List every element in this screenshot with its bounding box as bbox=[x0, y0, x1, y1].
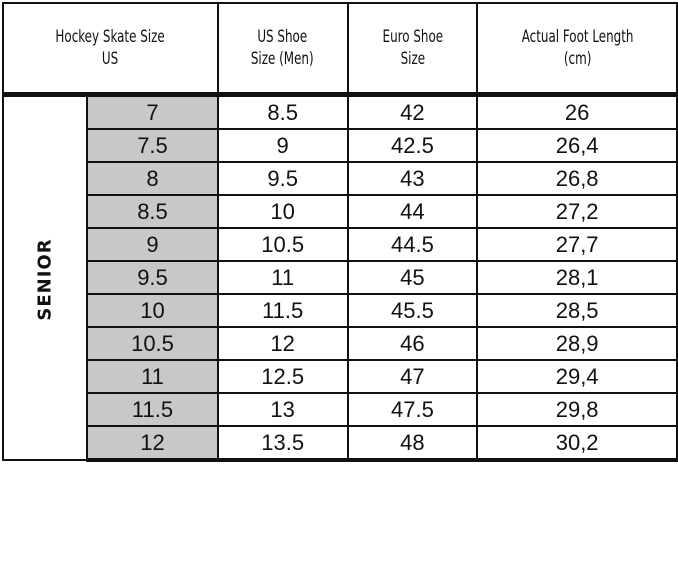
skate-size-cell: 8 bbox=[86, 161, 219, 196]
foot-length-cell: 28,1 bbox=[476, 260, 678, 295]
skate-size-cell: 9 bbox=[86, 227, 219, 262]
us-shoe-cell: 8.5 bbox=[216, 93, 349, 130]
foot-length-cell: 26,8 bbox=[476, 161, 678, 196]
us-shoe-cell: 10.5 bbox=[216, 227, 349, 262]
us-shoe-cell: 11.5 bbox=[216, 293, 349, 328]
table-row: 12 13.5 48 30,2 bbox=[3, 425, 678, 462]
header-euro-shoe-line2: Size bbox=[400, 49, 425, 69]
us-shoe-cell: 9.5 bbox=[216, 161, 349, 196]
table-row: 8 9.5 43 26,8 bbox=[3, 161, 678, 196]
us-shoe-cell: 13 bbox=[216, 392, 349, 427]
category-label: SENIOR bbox=[34, 238, 56, 321]
table-row: 11.5 13 47.5 29,8 bbox=[3, 392, 678, 427]
table-row: 10 11.5 45.5 28,5 bbox=[3, 293, 678, 328]
euro-shoe-cell: 44 bbox=[346, 194, 479, 229]
table-row: 8.5 10 44 27,2 bbox=[3, 194, 678, 229]
header-foot-length-line1: Actual Foot Length bbox=[521, 27, 633, 47]
header-foot-length-line2: (cm) bbox=[563, 49, 591, 69]
us-shoe-cell: 9 bbox=[216, 128, 349, 163]
header-foot-length: Actual Foot Length (cm) bbox=[476, 2, 678, 97]
euro-shoe-cell: 47.5 bbox=[346, 392, 479, 427]
skate-size-cell: 7.5 bbox=[86, 128, 219, 163]
size-chart-table: Hockey Skate Size US US Shoe Size (Men) … bbox=[1, 2, 678, 462]
euro-shoe-cell: 44.5 bbox=[346, 227, 479, 262]
skate-size-cell: 10.5 bbox=[86, 326, 219, 361]
foot-length-cell: 27,7 bbox=[476, 227, 678, 262]
skate-size-cell: 10 bbox=[86, 293, 219, 328]
skate-size-cell: 11 bbox=[86, 359, 219, 394]
euro-shoe-cell: 45 bbox=[346, 260, 479, 295]
header-us-shoe: US Shoe Size (Men) bbox=[216, 2, 349, 97]
header-euro-shoe: Euro Shoe Size bbox=[346, 2, 479, 97]
table-row: SENIOR 7 8.5 42 26 bbox=[1, 93, 678, 461]
euro-shoe-cell: 48 bbox=[346, 425, 479, 462]
foot-length-cell: 29,4 bbox=[476, 359, 678, 394]
foot-length-cell: 28,5 bbox=[476, 293, 678, 328]
category-cell: SENIOR bbox=[1, 93, 89, 461]
header-skate-size-line2: US bbox=[102, 49, 119, 69]
foot-length-cell: 27,2 bbox=[476, 194, 678, 229]
header-skate-size: Hockey Skate Size US bbox=[2, 2, 219, 97]
header-euro-shoe-line1: Euro Shoe bbox=[382, 27, 443, 47]
us-shoe-cell: 12.5 bbox=[216, 359, 349, 394]
foot-length-cell: 30,2 bbox=[476, 425, 678, 462]
foot-length-cell: 29,8 bbox=[476, 392, 678, 427]
skate-size-cell: 11.5 bbox=[86, 392, 219, 427]
euro-shoe-cell: 46 bbox=[346, 326, 479, 361]
us-shoe-cell: 12 bbox=[216, 326, 349, 361]
skate-size-cell: 12 bbox=[86, 425, 219, 462]
table-row: 10.5 12 46 28,9 bbox=[3, 326, 678, 361]
header-us-shoe-line1: US Shoe bbox=[257, 27, 308, 47]
table-row: 9 10.5 44.5 27,7 bbox=[3, 227, 678, 262]
table-row: 11 12.5 47 29,4 bbox=[3, 359, 678, 394]
table-row: 7.5 9 42.5 26,4 bbox=[3, 128, 678, 163]
skate-size-cell: 8.5 bbox=[86, 194, 219, 229]
us-shoe-cell: 13.5 bbox=[216, 425, 349, 462]
foot-length-cell: 26,4 bbox=[476, 128, 678, 163]
table-row: 9.5 11 45 28,1 bbox=[3, 260, 678, 295]
header-row: Hockey Skate Size US US Shoe Size (Men) … bbox=[2, 2, 678, 97]
euro-shoe-cell: 42.5 bbox=[346, 128, 479, 163]
us-shoe-cell: 11 bbox=[216, 260, 349, 295]
skate-size-cell: 7 bbox=[86, 93, 219, 130]
euro-shoe-cell: 47 bbox=[346, 359, 479, 394]
euro-shoe-cell: 43 bbox=[346, 161, 479, 196]
header-skate-size-line1: Hockey Skate Size bbox=[55, 27, 166, 47]
euro-shoe-cell: 45.5 bbox=[346, 293, 479, 328]
us-shoe-cell: 10 bbox=[216, 194, 349, 229]
foot-length-cell: 26 bbox=[476, 93, 678, 130]
foot-length-cell: 28,9 bbox=[476, 326, 678, 361]
skate-size-cell: 9.5 bbox=[86, 260, 219, 295]
size-rows: SENIOR 7 8.5 42 26 7.5 9 42.5 26,4 8 9.5… bbox=[1, 93, 678, 462]
euro-shoe-cell: 42 bbox=[346, 93, 479, 130]
header-us-shoe-line2: Size (Men) bbox=[251, 49, 315, 69]
